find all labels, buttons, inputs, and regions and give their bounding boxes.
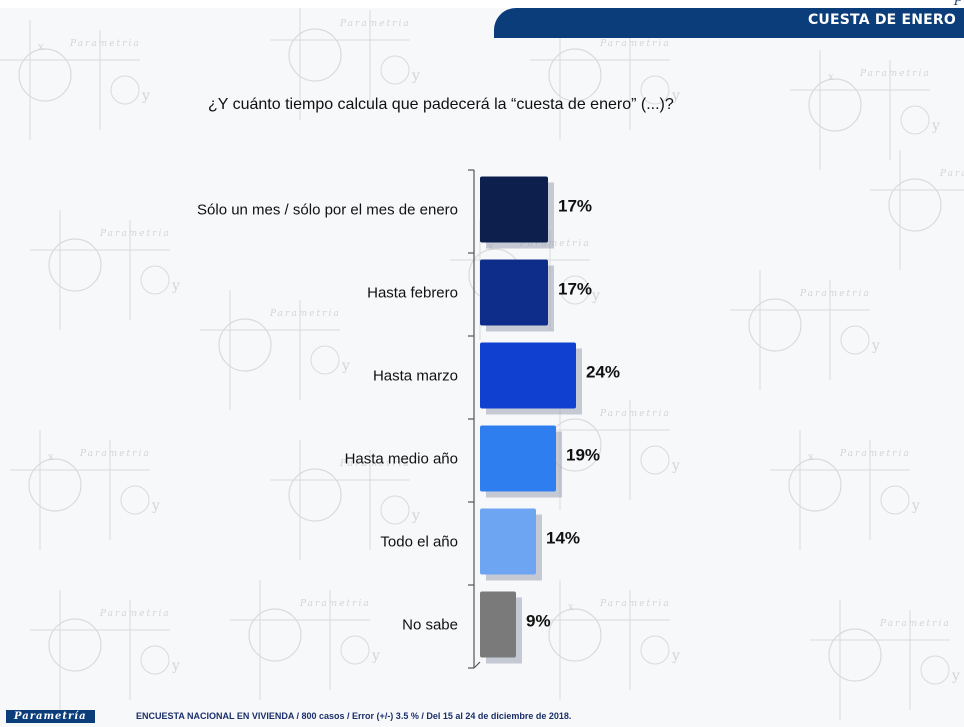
- value-label: 14%: [546, 529, 580, 548]
- bar: [480, 508, 536, 575]
- watermark-x-glyph: x: [48, 452, 54, 463]
- watermark-text: Parametria: [339, 19, 411, 29]
- watermark-y-glyph: y: [671, 88, 680, 104]
- watermark-y-glyph: y: [951, 668, 960, 684]
- watermark-y-glyph: y: [371, 648, 380, 664]
- watermark-text: Parametria: [299, 599, 371, 609]
- watermark-y-glyph: y: [671, 648, 680, 664]
- watermark-text: Parametria: [799, 289, 871, 299]
- watermark-tile: y Parametria: [30, 590, 180, 710]
- watermark-text: Parametria: [859, 69, 931, 79]
- watermark-y-glyph: y: [341, 358, 350, 374]
- watermark-tile: y Parametria: [810, 600, 960, 720]
- chart-question: ¿Y cuánto tiempo calcula que padecerá la…: [208, 96, 674, 113]
- category-label: Hasta medio año: [345, 451, 458, 468]
- footer-logo: Parametría: [6, 710, 95, 723]
- watermark-text: Parametria: [269, 309, 341, 319]
- value-label: 24%: [586, 363, 620, 382]
- watermark-tile: y Parametria: [200, 290, 350, 410]
- watermark-tile: y Parametria: [530, 20, 680, 140]
- watermark-text: Parametria: [99, 609, 171, 619]
- watermark-y-glyph: y: [671, 458, 680, 474]
- watermark-y-glyph: y: [141, 88, 150, 104]
- category-label: Hasta marzo: [373, 368, 458, 385]
- axis-floor: [473, 661, 481, 669]
- category-label: Sólo un mes / sólo por el mes de enero: [197, 202, 458, 219]
- category-label: Hasta febrero: [367, 285, 458, 302]
- watermark-text: Parametria: [599, 409, 671, 419]
- watermark-tile: y Parametria: [30, 210, 180, 330]
- watermark-y-glyph: y: [151, 498, 160, 514]
- watermark-x-glyph: x: [38, 42, 44, 53]
- watermark-text: Parametria: [939, 169, 964, 179]
- section-banner: [494, 8, 964, 38]
- watermark-text: Parametria: [879, 619, 951, 629]
- watermark-tile: y Parametria: [230, 580, 380, 700]
- watermark-y-glyph: y: [591, 288, 600, 304]
- watermark-text: Parametria: [99, 229, 171, 239]
- watermark-text: Parametria: [69, 39, 141, 49]
- bar: [480, 591, 516, 658]
- top-white-strip: [0, 0, 964, 8]
- watermark-tile: y Parametria: [270, 0, 420, 120]
- value-label: 17%: [558, 280, 592, 299]
- category-label: Todo el año: [380, 534, 458, 551]
- value-label: 19%: [566, 446, 600, 465]
- watermark-y-glyph: y: [911, 498, 920, 514]
- watermark-text: Parametria: [599, 39, 671, 49]
- watermark-text: Parametria: [339, 459, 411, 469]
- watermark-y-glyph: y: [871, 338, 880, 354]
- watermark-text: Parametria: [599, 599, 671, 609]
- watermark-tile: y x Parametria: [530, 580, 680, 700]
- corner-mark: P: [953, 0, 962, 8]
- watermark-y-glyph: y: [931, 118, 940, 134]
- footer-note: ENCUESTA NACIONAL EN VIVIENDA / 800 caso…: [136, 711, 572, 721]
- watermark-y-glyph: y: [171, 278, 180, 294]
- watermark-tile: y x Parametria: [790, 50, 940, 170]
- watermark-x-glyph: x: [828, 72, 834, 83]
- watermark-text: Parametria: [839, 449, 911, 459]
- watermark-y-glyph: y: [411, 508, 420, 524]
- bar: [480, 176, 548, 243]
- bar: [480, 259, 548, 326]
- bar: [480, 425, 556, 492]
- watermark-tile: y x Parametria: [770, 430, 920, 550]
- watermark-text: Parametria: [79, 449, 151, 459]
- watermark-tile: y x Parametria: [0, 20, 150, 140]
- value-label: 9%: [526, 612, 551, 631]
- watermark-tile: y Parametria: [730, 270, 880, 390]
- watermark-x-glyph: x: [568, 602, 574, 613]
- bar: [480, 342, 576, 409]
- section-title: CUESTA DE ENERO: [807, 12, 956, 28]
- watermark-tile: y Parametria: [270, 440, 420, 560]
- category-label: No sabe: [402, 617, 458, 634]
- watermark-tile: y x Parametria: [10, 430, 160, 550]
- watermark-x-glyph: x: [808, 452, 814, 463]
- value-label: 17%: [558, 197, 592, 216]
- watermark-y-glyph: y: [411, 68, 420, 84]
- watermark-y-glyph: y: [171, 658, 180, 674]
